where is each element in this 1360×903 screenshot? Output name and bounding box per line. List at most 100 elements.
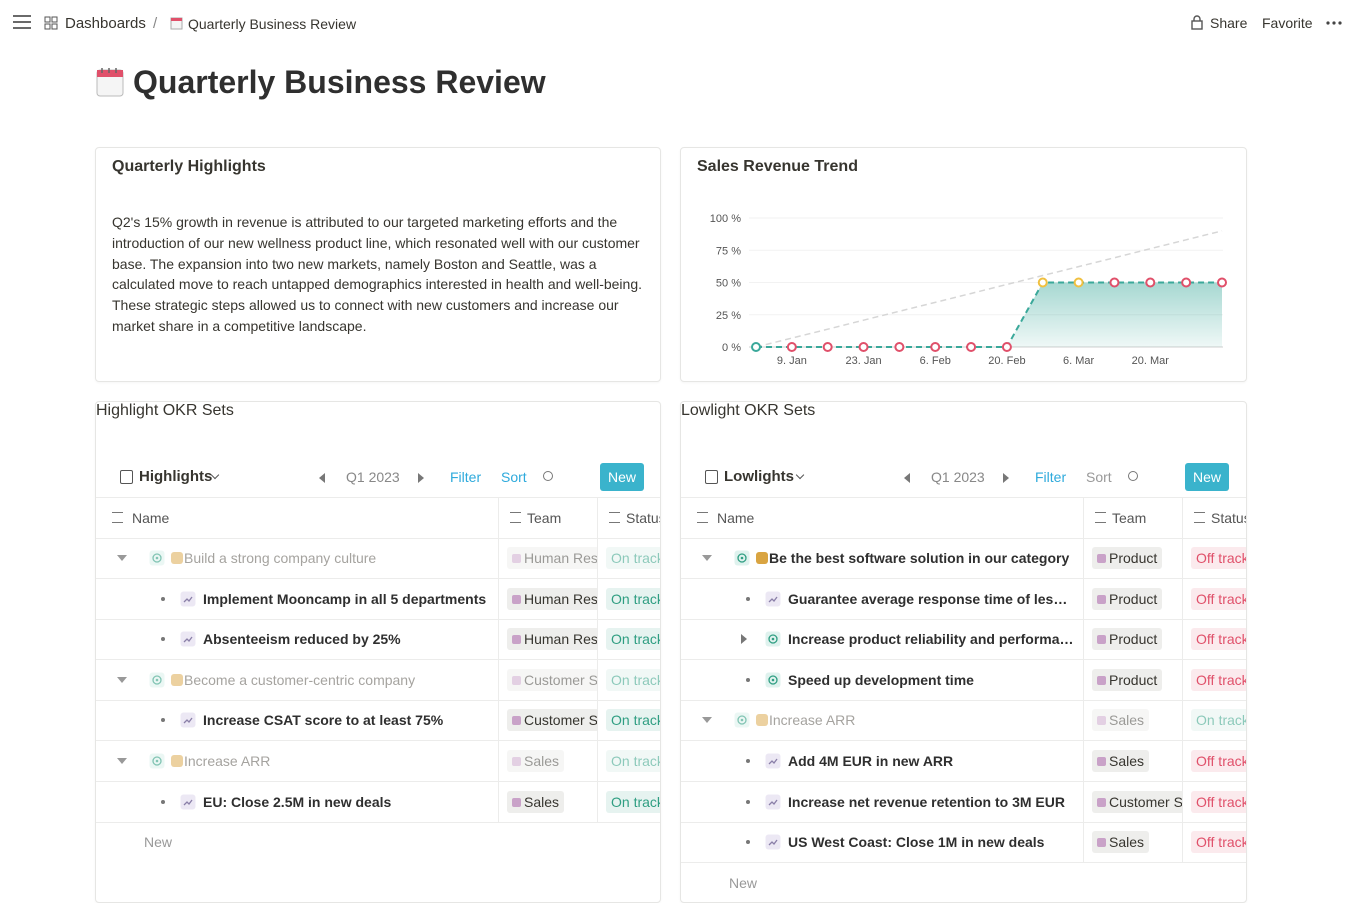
separator: / — [153, 15, 158, 32]
okr-row[interactable]: Guarantee average response time of less … — [681, 578, 1246, 620]
column-header-cell: Status — [597, 498, 660, 538]
team-name: Sales — [1109, 834, 1145, 851]
team-icon — [1097, 757, 1106, 766]
objective-icon — [149, 550, 165, 566]
filter-button[interactable]: Filter — [1035, 469, 1067, 485]
key-result-icon — [765, 834, 781, 850]
point — [1181, 277, 1192, 288]
name-cell: Build a strong company culture — [104, 538, 490, 578]
share-button[interactable]: Share — [1210, 15, 1248, 31]
page-icon — [96, 68, 124, 97]
search-icon[interactable] — [1128, 471, 1138, 481]
team-icon — [1097, 675, 1106, 685]
name-cell: Increase net revenue retention to 3M EUR — [689, 782, 1075, 822]
view-chevron[interactable] — [795, 470, 805, 480]
next-period[interactable] — [1003, 473, 1009, 483]
y-tick-label: 25 % — [716, 310, 741, 322]
status-cell: On track — [597, 578, 660, 619]
status-cell: On track — [597, 741, 660, 781]
lock-icon — [1191, 15, 1203, 30]
team-cell: Sales — [1083, 741, 1183, 781]
team-cell: Human Resources — [498, 578, 598, 619]
status-tag: On track — [606, 790, 660, 813]
column-header-cell: Name — [689, 498, 1083, 538]
team-cell: Sales — [498, 741, 598, 781]
more-icon[interactable] — [1326, 20, 1342, 26]
team-tag: Sales — [507, 790, 565, 813]
collapse-toggle[interactable] — [117, 555, 127, 561]
okr-row[interactable]: Increase product reliability and perform… — [681, 619, 1246, 661]
status-cell: On track — [1182, 700, 1246, 741]
okr-row[interactable]: Add 4M EUR in new ARR Sales Off track — [681, 741, 1246, 782]
okr-name: US West Coast: Close 1M in new deals — [788, 834, 1045, 851]
next-period[interactable] — [418, 473, 424, 483]
new-row[interactable]: New — [705, 871, 757, 895]
key-result-icon — [180, 631, 196, 647]
name-cell: Add 4M EUR in new ARR — [689, 741, 1075, 781]
name-cell: Increase ARR — [689, 700, 1075, 740]
team-cell: Sales — [498, 781, 598, 822]
filter-button[interactable]: Filter — [450, 469, 482, 485]
new-row-label: New — [729, 874, 758, 891]
new-button[interactable]: New — [1185, 463, 1230, 491]
team-tag: Sales — [1092, 831, 1150, 854]
expand-toggle[interactable] — [741, 634, 747, 645]
status-cell: Off track — [1182, 741, 1246, 781]
emoji-icon — [171, 673, 183, 686]
sort-button[interactable]: Sort — [1086, 469, 1112, 485]
team-name: Product — [1109, 671, 1158, 688]
okr-group-row[interactable]: Become a customer-centric company Custome… — [96, 659, 660, 701]
view-name[interactable]: Lowlights — [724, 468, 794, 485]
objective-icon — [149, 753, 165, 769]
okr-group-row[interactable]: Be the best software solution in our cat… — [681, 538, 1246, 579]
x-tick-label: 6. Feb — [920, 355, 951, 367]
collapse-toggle[interactable] — [117, 676, 127, 683]
team-tag: Customer Success — [507, 709, 598, 732]
point — [1145, 277, 1156, 288]
view-name[interactable]: Highlights — [139, 468, 213, 485]
team-tag: Customer Success — [507, 668, 598, 691]
favorite-button[interactable]: Favorite — [1262, 15, 1313, 31]
okr-row[interactable]: Increase CSAT score to at least 75% Custo… — [96, 700, 660, 742]
okr-row[interactable]: EU: Close 2.5M in new deals Sales On track — [96, 781, 660, 823]
okr-name: Absenteeism reduced by 25% — [203, 631, 401, 648]
collapse-toggle[interactable] — [117, 758, 127, 764]
status-tag: Off track — [1191, 668, 1246, 691]
prev-period[interactable] — [319, 473, 325, 483]
card-title: Quarterly Highlights — [112, 158, 266, 175]
breadcrumb[interactable]: Dashboards — [65, 15, 146, 32]
status-tag: On track — [606, 587, 660, 610]
okr-row[interactable]: Implement Mooncamp in all 5 departments H… — [96, 578, 660, 620]
search-icon[interactable] — [543, 471, 553, 481]
team-cell: Customer Success — [498, 700, 598, 741]
status-tag: Off track — [1191, 628, 1246, 651]
objective-icon — [734, 712, 750, 728]
team-name: Customer Success — [1109, 793, 1183, 810]
prev-period[interactable] — [904, 473, 910, 483]
card-title: Lowlight OKR Sets — [681, 402, 816, 419]
team-icon — [1097, 594, 1106, 604]
team-icon — [512, 675, 521, 685]
bullet — [161, 718, 165, 723]
team-cell: Customer Success — [498, 659, 598, 700]
status-cell: On track — [597, 538, 660, 578]
emoji-icon — [171, 755, 183, 767]
sort-button[interactable]: Sort — [501, 469, 527, 485]
okr-row[interactable]: Speed up development time Product Off trac… — [681, 659, 1246, 701]
team-icon — [1097, 838, 1106, 848]
name-cell: US West Coast: Close 1M in new deals — [689, 822, 1075, 862]
okr-row[interactable]: Increase net revenue retention to 3M EUR… — [681, 781, 1246, 823]
menu-icon[interactable] — [12, 14, 32, 30]
okr-group-row[interactable]: Build a strong company culture Human Res o… — [96, 538, 660, 579]
new-button[interactable]: New — [600, 463, 645, 491]
x-tick-label: 9. Jan — [777, 355, 807, 367]
okr-row[interactable]: US West Coast: Close 1M in new deals Sale… — [681, 822, 1246, 864]
okr-group-row[interactable]: Increase ARR Sales On track — [96, 741, 660, 782]
new-row[interactable]: New — [120, 830, 172, 854]
breadcrumb[interactable]: Quarterly Business Review — [188, 16, 357, 32]
okr-group-row[interactable]: Increase ARR Sales On track — [681, 700, 1246, 742]
collapse-toggle[interactable] — [702, 717, 712, 724]
collapse-toggle[interactable] — [702, 555, 712, 561]
point — [1217, 277, 1227, 288]
okr-row[interactable]: Absenteeism reduced by 25% Human Resource… — [96, 619, 660, 661]
